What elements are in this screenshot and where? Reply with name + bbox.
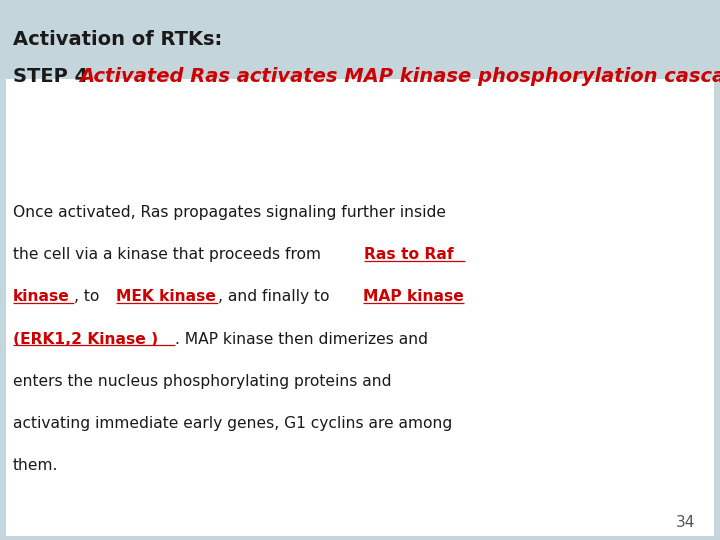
- Text: enters the nucleus phosphorylating proteins and: enters the nucleus phosphorylating prote…: [13, 374, 392, 389]
- Text: 34: 34: [675, 515, 695, 530]
- Text: MAP kinase: MAP kinase: [363, 289, 464, 305]
- Text: STEP 4: STEP 4: [13, 68, 95, 86]
- Text: MEK kinase: MEK kinase: [117, 289, 216, 305]
- Text: the cell via a kinase that proceeds from: the cell via a kinase that proceeds from: [13, 247, 326, 262]
- Text: Activated Ras activates MAP kinase phosphorylation cascade: Activated Ras activates MAP kinase phosp…: [79, 68, 720, 86]
- Text: . MAP kinase then dimerizes and: . MAP kinase then dimerizes and: [175, 332, 428, 347]
- Text: them.: them.: [13, 458, 58, 473]
- Text: , and finally to: , and finally to: [217, 289, 334, 305]
- Text: kinase: kinase: [13, 289, 70, 305]
- Text: (ERK1,2 Kinase ): (ERK1,2 Kinase ): [13, 332, 158, 347]
- Bar: [6, 79, 714, 536]
- Text: Once activated, Ras propagates signaling further inside: Once activated, Ras propagates signaling…: [13, 205, 446, 220]
- Bar: [274, 103, 709, 491]
- Text: Activation of RTKs:: Activation of RTKs:: [13, 30, 222, 49]
- Text: Ras to Raf: Ras to Raf: [364, 247, 454, 262]
- Text: , to: , to: [73, 289, 104, 305]
- Text: activating immediate early genes, G1 cyclins are among: activating immediate early genes, G1 cyc…: [13, 416, 452, 431]
